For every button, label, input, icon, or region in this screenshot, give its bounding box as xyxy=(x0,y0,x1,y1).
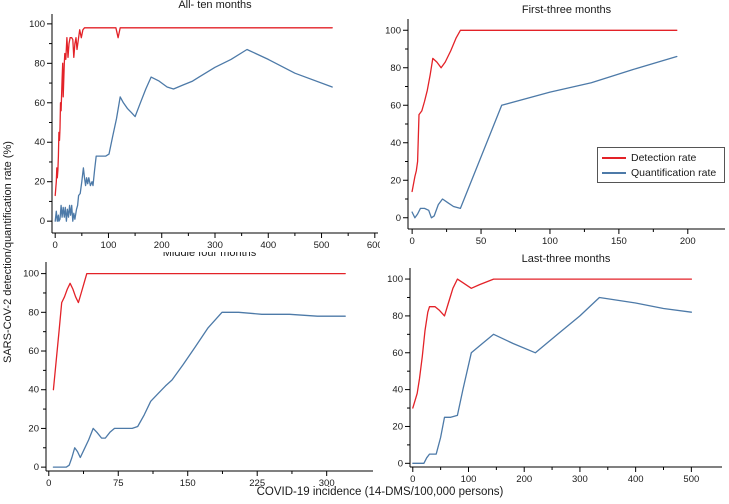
x-tick-label: 75 xyxy=(113,478,124,486)
x-tick-label: 300 xyxy=(572,474,588,485)
legend-item-quantification: Quantification rate xyxy=(602,165,720,180)
x-tick-label: 150 xyxy=(180,478,196,486)
x-tick-label: 0 xyxy=(46,478,51,486)
y-tick-label: 40 xyxy=(28,385,39,396)
x-tick-label: 500 xyxy=(683,474,699,485)
legend-label: Quantification rate xyxy=(631,166,717,179)
y-tick-label: 60 xyxy=(34,98,45,109)
chart-middle-four-months: 0 75 150 225 300 0 20 40 60 80 100 Middle four mont… xyxy=(14,247,375,489)
detection-line-swatch xyxy=(602,156,626,159)
series-line-detection xyxy=(52,272,346,391)
y-tick-label: 0 xyxy=(396,213,401,224)
series-line-quantification xyxy=(54,48,333,222)
chart-canvas-first-three-months: 0 50 100 150 200 0 20 40 60 80 100 First-three mont… xyxy=(385,4,725,247)
x-tick-label: 0 xyxy=(53,240,58,251)
x-tick-label: 50 xyxy=(476,236,487,247)
chart-first-three-months: 0 50 100 150 200 0 20 40 60 80 100 First-three mont… xyxy=(372,0,727,252)
chart-canvas-middle-four-months: 0 75 150 225 300 0 20 40 60 80 100 Middle four mont… xyxy=(23,247,373,489)
x-tick-label: 200 xyxy=(516,474,532,485)
x-axis-label: COVID-19 incidence (14-DMS/100,000 perso… xyxy=(256,486,504,498)
x-tick-label: 300 xyxy=(319,478,335,486)
y-tick-label: 0 xyxy=(398,458,403,469)
x-tick-label: 500 xyxy=(314,240,330,251)
y-tick-label: 80 xyxy=(28,307,39,318)
y-tick-label: 100 xyxy=(29,19,45,30)
x-tick-label: 100 xyxy=(461,474,477,485)
chart-title: Last-three months xyxy=(522,253,611,265)
y-tick-label: 100 xyxy=(385,25,401,36)
chart-title: First-three months xyxy=(522,4,612,16)
y-tick-label: 100 xyxy=(23,269,39,280)
y-tick-label: 60 xyxy=(28,346,39,357)
chart-title: All- ten months xyxy=(178,0,252,11)
y-tick-label: 20 xyxy=(390,175,401,186)
x-tick-label: 200 xyxy=(680,236,696,247)
y-tick-label: 20 xyxy=(392,421,403,432)
y-tick-label: 20 xyxy=(28,423,39,434)
x-tick-label: 100 xyxy=(542,236,558,247)
chart-canvas-all-ten-months: 0 100 200 300 400 500 600 0 20 40 60 80 100 All- ten … xyxy=(29,0,383,251)
x-tick-label: 200 xyxy=(154,240,170,251)
y-tick-label: 0 xyxy=(40,216,45,227)
chart-last-three-months: 0 100 200 300 400 500 0 20 40 60 80 100 Last-three m… xyxy=(372,252,724,486)
series-line-detection xyxy=(412,278,693,409)
x-tick-label: 225 xyxy=(249,478,265,486)
series-line-quantification xyxy=(411,55,678,219)
y-tick-label: 40 xyxy=(390,138,401,149)
legend: Detection rate Quantification rate xyxy=(597,147,725,183)
x-tick-label: 300 xyxy=(207,240,223,251)
legend-item-detection: Detection rate xyxy=(602,150,720,165)
series-line-detection xyxy=(411,29,678,193)
quantification-line-swatch xyxy=(602,171,626,174)
x-tick-label: 0 xyxy=(410,474,415,485)
y-tick-label: 40 xyxy=(34,137,45,148)
x-tick-label: 150 xyxy=(611,236,627,247)
y-tick-label: 40 xyxy=(392,385,403,396)
x-tick-label: 400 xyxy=(628,474,644,485)
series-line-quantification xyxy=(52,311,346,468)
y-tick-label: 80 xyxy=(392,311,403,322)
legend-label: Detection rate xyxy=(631,151,697,164)
y-tick-label: 80 xyxy=(390,63,401,74)
x-tick-label: 600 xyxy=(367,240,380,251)
series-line-quantification xyxy=(412,296,693,464)
chart-title: Middle four months xyxy=(163,252,257,259)
y-tick-label: 0 xyxy=(34,462,39,473)
x-tick-label: 100 xyxy=(101,240,117,251)
chart-all-ten-months: 0 100 200 300 400 500 600 0 20 40 60 80 100 All- ten … xyxy=(14,0,383,252)
y-tick-label: 20 xyxy=(34,177,45,188)
series-line-detection xyxy=(54,27,333,197)
x-tick-label: 400 xyxy=(260,240,276,251)
y-tick-label: 60 xyxy=(390,100,401,111)
chart-canvas-last-three-months: 0 100 200 300 400 500 0 20 40 60 80 100 Last-three m… xyxy=(387,253,722,485)
y-tick-label: 60 xyxy=(392,348,403,359)
y-tick-label: 100 xyxy=(387,274,403,285)
x-tick-label: 0 xyxy=(409,236,414,247)
y-tick-label: 80 xyxy=(34,58,45,69)
